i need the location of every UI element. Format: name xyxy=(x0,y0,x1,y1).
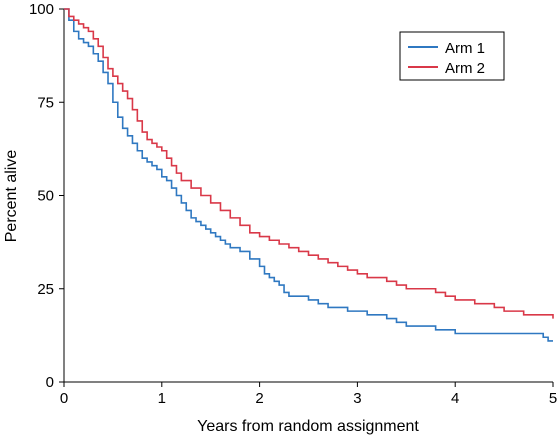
series-line-arm-1 xyxy=(64,8,553,342)
x-tick-label: 4 xyxy=(451,390,459,407)
y-tick-label: 25 xyxy=(37,281,54,298)
x-tick-label: 1 xyxy=(158,390,166,407)
y-tick-label: 50 xyxy=(37,188,54,205)
legend-box xyxy=(399,31,505,81)
series-layer xyxy=(64,8,554,342)
legend-label-arm-1: Arm 1 xyxy=(445,40,485,57)
legend-label-arm-2: Arm 2 xyxy=(445,60,485,77)
x-tick-label: 3 xyxy=(353,390,361,407)
y-tick-label: 0 xyxy=(46,374,54,391)
y-tick-label: 75 xyxy=(37,94,54,111)
y-axis-label: Percent alive xyxy=(3,150,20,243)
series-line-arm-2 xyxy=(64,8,554,319)
legend: Arm 1 Arm 2 xyxy=(399,31,505,81)
x-tick-label: 5 xyxy=(549,390,557,407)
x-tick-label: 2 xyxy=(255,390,263,407)
y-tick-label: 100 xyxy=(29,1,54,18)
x-axis-label: Years from random assignment xyxy=(197,418,419,435)
x-tick-label: 0 xyxy=(60,390,68,407)
